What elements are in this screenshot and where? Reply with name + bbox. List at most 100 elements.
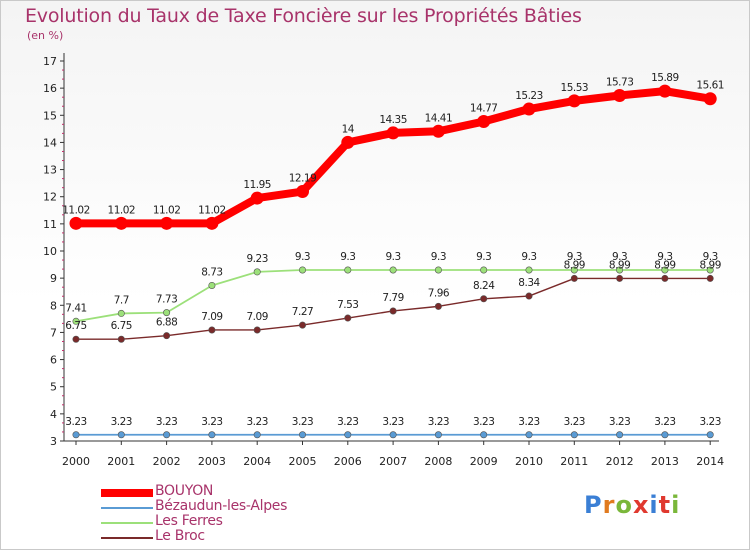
data-point-le-broc [344,314,352,322]
data-point-le-broc [208,326,216,334]
data-point-bezaudun-les-alpes [208,431,216,439]
x-tick-label: 2013 [651,455,679,468]
logo-letter: i [649,491,659,519]
data-point-les-ferres [570,266,578,274]
data-point-bezaudun-les-alpes [661,431,669,439]
x-tick-label: 2002 [153,455,181,468]
data-point-bezaudun-les-alpes [480,431,488,439]
data-label-les-ferres: 7.41 [65,302,86,314]
data-label-les-ferres: 9.3 [385,251,400,263]
data-label-le-broc: 7.09 [201,311,222,323]
data-label-les-ferres: 7.73 [156,294,177,306]
x-tick-label: 2004 [243,455,271,468]
chart-series-layer [69,84,717,439]
y-tick-label: 4 [50,408,57,421]
data-label-bouyon: 15.89 [651,72,679,84]
data-label-les-ferres: 8.73 [201,266,222,278]
data-label-bouyon: 12.19 [289,173,317,185]
data-point-les-ferres [163,309,171,317]
data-point-le-broc [389,307,397,315]
y-tick-label: 13 [43,164,57,177]
y-tick-label: 14 [43,136,57,149]
legend-swatch [101,507,153,509]
y-tick-label: 5 [50,381,57,394]
y-tick-label: 9 [50,272,57,285]
data-label-bezaudun-les-alpes: 3.23 [428,416,449,428]
data-label-le-broc: 6.88 [156,317,177,329]
data-label-bezaudun-les-alpes: 3.23 [700,416,721,428]
data-label-bezaudun-les-alpes: 3.23 [382,416,403,428]
data-point-les-ferres [434,266,442,274]
data-label-les-ferres: 9.3 [521,251,536,263]
x-tick-label: 2001 [107,455,135,468]
data-label-bezaudun-les-alpes: 3.23 [247,416,268,428]
y-tick-label: 16 [43,82,57,95]
data-point-bezaudun-les-alpes [253,431,261,439]
data-point-bezaudun-les-alpes [389,431,397,439]
data-label-bezaudun-les-alpes: 3.23 [654,416,675,428]
data-label-le-broc: 8.99 [609,259,630,271]
data-point-le-broc [661,274,669,282]
data-point-les-ferres [72,317,80,325]
data-label-bouyon: 14.41 [425,112,453,124]
data-label-bezaudun-les-alpes: 3.23 [156,416,177,428]
data-label-bezaudun-les-alpes: 3.23 [65,416,86,428]
data-point-le-broc [525,292,533,300]
x-tick-label: 2009 [470,455,498,468]
data-point-le-broc [298,321,306,329]
data-label-les-ferres: 9.3 [340,251,355,263]
data-point-le-broc [616,274,624,282]
data-point-bouyon [431,124,445,138]
chart-axes: 3 4 5 6 7 8 9 10 11 12 13 14 15 16 17 2000 2001 2002 2003 2… [43,53,724,468]
data-point-les-ferres [389,266,397,274]
legend-label: Bézaudun-les-Alpes [155,498,288,514]
y-tick-label: 15 [43,109,57,122]
data-point-bouyon [703,92,717,106]
data-point-bouyon [567,94,581,108]
data-label-le-broc: 8.24 [473,280,495,292]
data-point-le-broc [117,335,125,343]
x-tick-label: 2012 [606,455,634,468]
x-tick-label: 2000 [62,455,90,468]
data-label-le-broc: 6.75 [111,320,132,332]
logo-letter: t [658,491,672,519]
data-point-les-ferres [480,266,488,274]
data-point-le-broc [72,335,80,343]
data-point-bezaudun-les-alpes [298,431,306,439]
data-label-le-broc: 7.09 [247,311,268,323]
x-tick-label: 2007 [379,455,407,468]
x-tick-label: 2006 [334,455,362,468]
data-label-le-broc: 7.27 [292,306,313,318]
data-point-le-broc [434,302,442,310]
data-label-bezaudun-les-alpes: 3.23 [564,416,585,428]
data-label-bouyon: 15.23 [515,90,543,102]
data-point-les-ferres [253,268,261,276]
data-point-bezaudun-les-alpes [344,431,352,439]
data-label-les-ferres: 9.3 [295,251,310,263]
x-tick-label: 2005 [289,455,317,468]
proxiti-logo: Proxiti [584,491,680,519]
data-point-bouyon [613,88,627,102]
data-point-bezaudun-les-alpes [117,431,125,439]
legend-label: Le Broc [155,528,205,544]
data-point-le-broc [480,295,488,303]
data-label-bouyon: 15.73 [606,76,634,88]
data-point-les-ferres [706,266,714,274]
data-point-bezaudun-les-alpes [616,431,624,439]
data-point-bouyon [160,216,174,230]
logo-letter: r [602,491,616,519]
data-point-bouyon [205,216,219,230]
x-tick-label: 2003 [198,455,226,468]
y-tick-label: 6 [50,354,57,367]
legend-swatch [101,522,153,524]
data-point-bouyon [114,216,128,230]
data-label-bouyon: 11.02 [198,204,226,216]
data-label-bouyon: 15.53 [561,82,589,94]
y-tick-label: 3 [50,435,57,448]
data-label-bezaudun-les-alpes: 3.23 [518,416,539,428]
data-point-les-ferres [208,281,216,289]
data-label-bouyon: 14.77 [470,103,498,115]
legend-label: BOUYON [155,483,214,499]
data-label-bouyon: 11.02 [62,204,90,216]
data-point-le-broc [163,332,171,340]
